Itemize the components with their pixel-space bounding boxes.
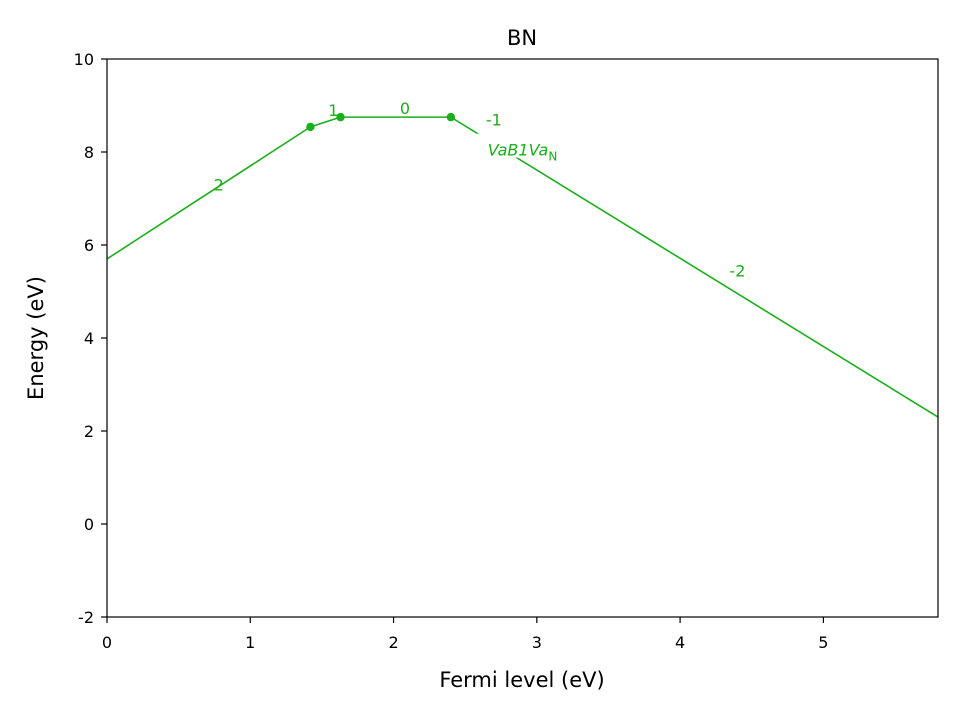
y-tick-label: 6	[84, 236, 94, 255]
y-tick-label: 10	[74, 50, 94, 69]
chart-title: BN	[507, 26, 537, 50]
transition-point	[306, 122, 315, 132]
y-tick-label: 0	[84, 515, 94, 534]
series-name-main: VaB1Va	[488, 141, 549, 160]
x-tick-label: 3	[532, 633, 542, 652]
charge-state-label: -1	[486, 110, 502, 129]
transition-point	[336, 112, 345, 122]
y-tick-label: 2	[84, 422, 94, 441]
y-tick-label: 4	[84, 329, 94, 348]
series-name-label: VaB1VaN	[488, 141, 558, 164]
x-tick-label: 5	[818, 633, 828, 652]
x-axis-label: Fermi level (eV)	[439, 668, 604, 692]
transition-point	[446, 112, 456, 122]
y-axis-label: Energy (eV)	[24, 276, 48, 400]
series-label-background	[464, 133, 581, 158]
x-tick-label: 1	[245, 633, 255, 652]
y-tick-label: 8	[84, 143, 94, 162]
charge-state-label: -2	[729, 262, 745, 281]
charge-state-label: 2	[214, 176, 224, 195]
y-tick-label: -2	[78, 608, 94, 627]
charge-state-label: 0	[400, 99, 410, 118]
charge-state-label: 1	[328, 101, 338, 120]
plot-frame	[106, 58, 939, 618]
series-name-subscript: N	[548, 150, 557, 164]
series-layer: 2 1 0 -1 -2 VaB1VaN	[107, 99, 938, 418]
x-tick-label: 0	[102, 633, 112, 652]
x-tick-label: 2	[388, 633, 398, 652]
x-tick-label: 4	[675, 633, 685, 652]
